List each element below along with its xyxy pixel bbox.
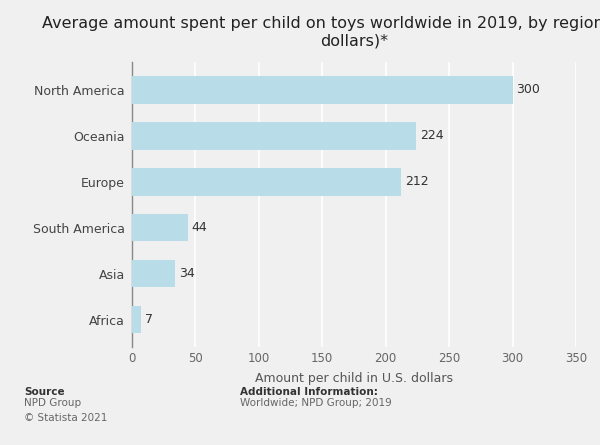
Bar <box>132 214 188 242</box>
Text: 300: 300 <box>517 83 540 97</box>
Text: 7: 7 <box>145 313 152 326</box>
Bar <box>132 122 416 150</box>
Text: Worldwide; NPD Group; 2019: Worldwide; NPD Group; 2019 <box>240 398 392 408</box>
Text: 44: 44 <box>191 221 208 234</box>
X-axis label: Amount per child in U.S. dollars: Amount per child in U.S. dollars <box>255 372 453 385</box>
Bar <box>132 76 512 104</box>
Text: 34: 34 <box>179 267 194 280</box>
Bar <box>132 306 141 333</box>
Bar <box>132 260 175 287</box>
Text: 212: 212 <box>405 175 428 188</box>
Text: Additional Information:: Additional Information: <box>240 387 378 397</box>
Text: Source: Source <box>24 387 65 397</box>
Bar <box>132 168 401 195</box>
Title: Average amount spent per child on toys worldwide in 2019, by region (in U.S.
dol: Average amount spent per child on toys w… <box>41 16 600 49</box>
Text: NPD Group
© Statista 2021: NPD Group © Statista 2021 <box>24 398 107 423</box>
Text: 224: 224 <box>420 129 443 142</box>
